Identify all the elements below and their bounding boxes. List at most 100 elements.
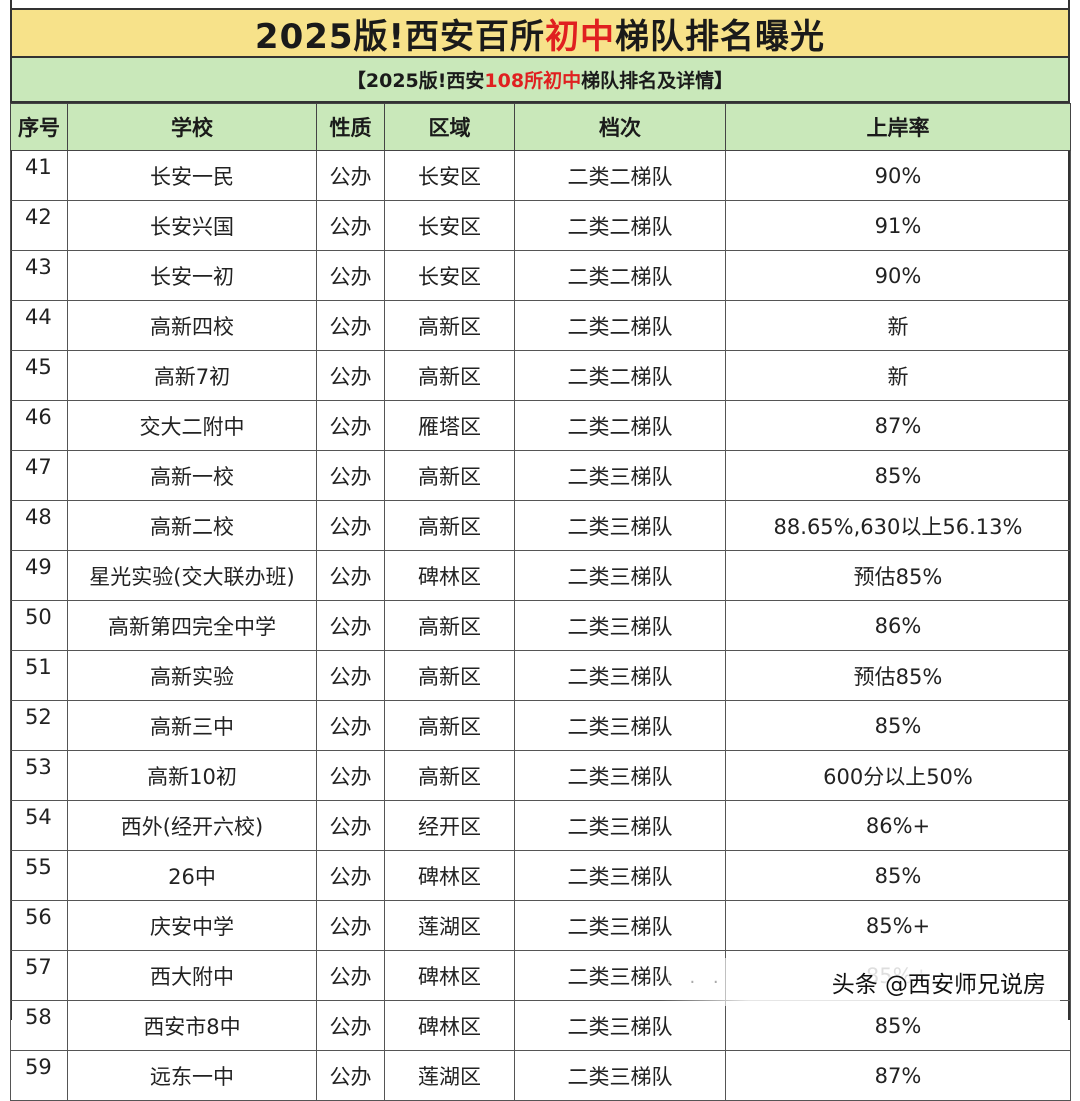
row-index: 59	[10, 1050, 68, 1101]
school-name: 高新四校	[67, 300, 317, 351]
tier: 二类二梯队	[514, 200, 726, 251]
school-type: 公办	[316, 1000, 385, 1051]
school-name: 高新二校	[67, 500, 317, 551]
header-index: 序号	[10, 103, 68, 151]
table-row: 58 西安市8中 公办 碑林区 二类三梯队 85%	[10, 1000, 1071, 1051]
subtitle-highlight: 108所初中	[484, 70, 582, 92]
school-type: 公办	[316, 250, 385, 301]
school-name: 高新10初	[67, 750, 317, 801]
district: 高新区	[384, 350, 515, 401]
admission-rate: 85%+	[725, 900, 1071, 951]
admission-rate: 90%	[725, 250, 1071, 301]
district: 长安区	[384, 200, 515, 251]
title-part-1: 2025版!西安百所	[254, 16, 546, 57]
school-name: 高新第四完全中学	[67, 600, 317, 651]
admission-rate: 预估85%	[725, 550, 1071, 601]
school-type: 公办	[316, 1050, 385, 1101]
school-type: 公办	[316, 150, 385, 201]
row-index: 44	[10, 300, 68, 351]
school-type: 公办	[316, 600, 385, 651]
tier: 二类三梯队	[514, 600, 726, 651]
district: 高新区	[384, 300, 515, 351]
school-name: 远东一中	[67, 1050, 317, 1101]
school-name: 26中	[67, 850, 317, 901]
tier: 二类三梯队	[514, 450, 726, 501]
ranking-table: 序号 学校 性质 区域 档次 上岸率 41 长安一民 公办 长安区 二类二梯队 90% 42…	[10, 103, 1071, 1101]
school-name: 西安市8中	[67, 1000, 317, 1051]
school-name: 长安兴国	[67, 200, 317, 251]
district: 高新区	[384, 600, 515, 651]
table-row: 48 高新二校 公办 高新区 二类三梯队 88.65%,630以上56.13%	[10, 500, 1071, 551]
district: 莲湖区	[384, 1050, 515, 1101]
page-title: 2025版!西安百所 初中 梯队排名曝光	[10, 8, 1070, 58]
table-row: 54 西外(经开六校) 公办 经开区 二类三梯队 86%+	[10, 800, 1071, 851]
admission-rate: 86%	[725, 600, 1071, 651]
table-row: 56 庆安中学 公办 莲湖区 二类三梯队 85%+	[10, 900, 1071, 951]
district: 碑林区	[384, 850, 515, 901]
table-row: 44 高新四校 公办 高新区 二类二梯队新	[10, 300, 1071, 351]
row-index: 41	[10, 150, 68, 201]
row-index: 52	[10, 700, 68, 751]
district: 雁塔区	[384, 400, 515, 451]
district: 高新区	[384, 450, 515, 501]
admission-rate: 600分以上50%	[725, 750, 1071, 801]
row-index: 51	[10, 650, 68, 701]
admission-rate: 85%	[725, 700, 1071, 751]
row-index: 58	[10, 1000, 68, 1051]
school-type: 公办	[316, 550, 385, 601]
admission-rate: 87%	[725, 1050, 1071, 1101]
school-type: 公办	[316, 950, 385, 1001]
admission-rate: 86%+	[725, 800, 1071, 851]
table-row: 41 长安一民 公办 长安区 二类二梯队 90%	[10, 150, 1071, 201]
school-type: 公办	[316, 450, 385, 501]
school-name: 交大二附中	[67, 400, 317, 451]
table-row: 49 星光实验(交大联办班) 公办 碑林区 二类三梯队 预估85%	[10, 550, 1071, 601]
school-name: 长安一民	[67, 150, 317, 201]
school-name: 庆安中学	[67, 900, 317, 951]
table-row: 53 高新10初 公办 高新区 二类三梯队 600分以上50%	[10, 750, 1071, 801]
district: 高新区	[384, 750, 515, 801]
school-type: 公办	[316, 850, 385, 901]
tier: 二类三梯队	[514, 1000, 726, 1051]
row-index: 43	[10, 250, 68, 301]
subtitle-part-1: 【2025版!西安	[346, 70, 485, 92]
row-index: 48	[10, 500, 68, 551]
school-type: 公办	[316, 300, 385, 351]
admission-rate: 88.65%,630以上56.13%	[725, 500, 1071, 551]
district: 长安区	[384, 250, 515, 301]
row-index: 54	[10, 800, 68, 851]
district: 高新区	[384, 650, 515, 701]
tier: 二类三梯队	[514, 850, 726, 901]
district: 高新区	[384, 700, 515, 751]
title-part-2: 梯队排名曝光	[615, 16, 826, 57]
table-row: 47 高新一校 公办 高新区 二类三梯队 85%	[10, 450, 1071, 501]
tier: 二类三梯队	[514, 800, 726, 851]
subtitle-part-2: 梯队排名及详情】	[581, 70, 734, 92]
district: 长安区	[384, 150, 515, 201]
header-type: 性质	[316, 103, 385, 151]
admission-rate: 90%	[725, 150, 1071, 201]
tier: 二类二梯队	[514, 150, 726, 201]
header-admission-rate: 上岸率	[725, 103, 1071, 151]
school-name: 高新一校	[67, 450, 317, 501]
admission-rate: 87%	[725, 400, 1071, 451]
table-row: 51 高新实验 公办 高新区 二类三梯队 预估85%	[10, 650, 1071, 701]
school-type: 公办	[316, 750, 385, 801]
school-name: 西外(经开六校)	[67, 800, 317, 851]
row-index: 46	[10, 400, 68, 451]
tier: 二类二梯队	[514, 250, 726, 301]
table-row: 43 长安一初 公办 长安区 二类二梯队 90%	[10, 250, 1071, 301]
tier: 二类三梯队	[514, 750, 726, 801]
row-index: 45	[10, 350, 68, 401]
admission-rate: 新	[725, 300, 1071, 351]
tier: 二类二梯队	[514, 400, 726, 451]
table-row: 42 长安兴国 公办 长安区 二类二梯队 91%	[10, 200, 1071, 251]
school-type: 公办	[316, 650, 385, 701]
school-name: 高新7初	[67, 350, 317, 401]
school-name: 西大附中	[67, 950, 317, 1001]
table-row: 50 高新第四完全中学 公办 高新区 二类三梯队 86%	[10, 600, 1071, 651]
row-index: 50	[10, 600, 68, 651]
table-row: 59 远东一中 公办 莲湖区 二类三梯队 87%	[10, 1050, 1071, 1101]
watermark-dots: · · ·	[666, 971, 725, 993]
tier: 二类三梯队	[514, 700, 726, 751]
